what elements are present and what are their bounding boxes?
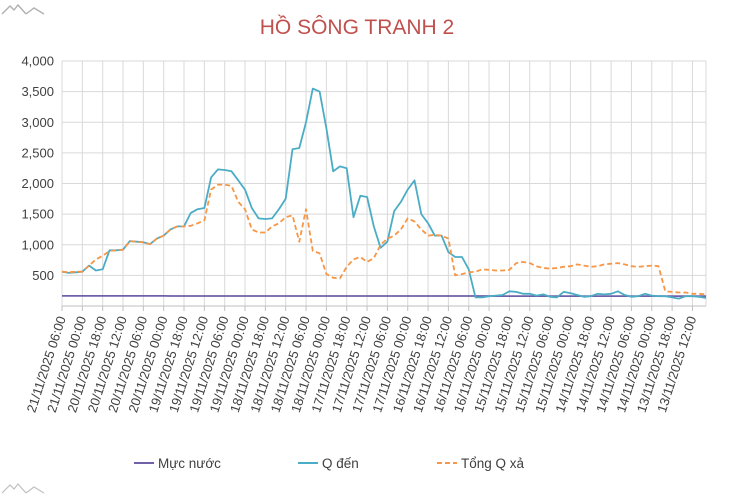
legend-label: Tổng Q xả [461,456,525,471]
grid [61,60,707,311]
series-lines [61,87,707,300]
legend-item-water-level: Mực nước [134,456,221,471]
discharge-line [61,183,707,296]
legend: Mực nước Q đến Tổng Q xả [134,456,525,471]
legend-label: Q đến [322,456,359,471]
y-tick-label: 2,000 [21,176,54,191]
y-axis-ticks: 500 1,000 1,500 2,000 2,500 3,000 3,500 4,000 [21,54,54,283]
legend-item-inflow: Q đến [298,456,359,471]
y-tick-label: 1,500 [21,207,54,222]
y-tick-label: 500 [32,268,54,283]
chart-title: HỒ SÔNG TRANH 2 [260,15,454,39]
legend-item-discharge: Tổng Q xả [437,456,525,471]
y-tick-label: 1,000 [21,237,54,252]
legend-label: Mực nước [158,456,221,471]
y-tick-label: 3,500 [21,84,54,99]
top-left-logo [1,3,45,15]
y-tick-label: 3,000 [21,115,54,130]
y-tick-label: 2,500 [21,145,54,160]
inflow-line [61,87,707,300]
bottom-left-logo [1,483,45,494]
y-tick-label: 4,000 [21,54,54,69]
